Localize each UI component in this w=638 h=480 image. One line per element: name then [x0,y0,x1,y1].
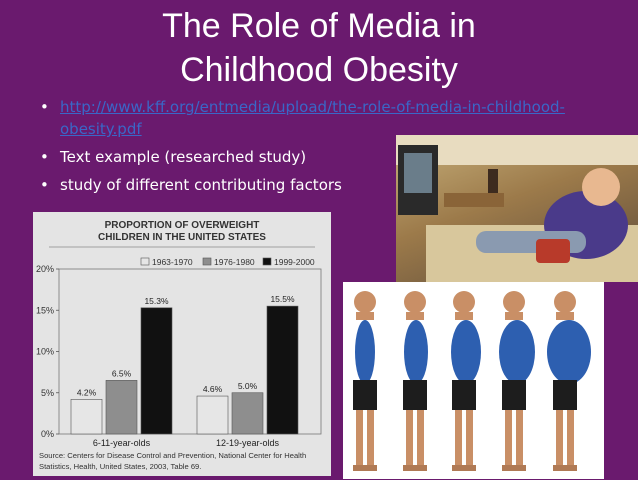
boy-head [503,291,525,313]
tv-photo-illustration [396,135,638,282]
boy-leg-left [406,410,413,465]
boy-shorts [553,380,577,410]
x-category-label: 12-19-year-olds [216,438,280,448]
boy-shorts [502,380,526,410]
boy-feet [353,465,377,471]
slide-title-line-2: Childhood Obesity [180,51,458,89]
boy-leg-left [505,410,512,465]
boy-shorts [452,380,476,410]
bar-value-label: 15.5% [270,294,295,304]
snack-bag [536,239,570,263]
boy-neck [356,312,374,320]
boy-neck [406,312,424,320]
boy-leg-left [356,410,363,465]
report-link[interactable]: http://www.kff.org/entmedia/upload/the-r… [60,98,565,138]
bar-value-label: 15.3% [144,296,169,306]
bullet-item-text-example: Text example (researched study) [38,146,598,168]
legend-entry: 1963-1970 [152,257,193,267]
boys-weight-progression-photo [343,282,604,479]
boy-shorts [353,380,377,410]
y-tick-label: 20% [36,264,54,274]
boy-leg-right [466,410,473,465]
boy-leg-left [556,410,563,465]
overweight-chart: PROPORTION OF OVERWEIGHT CHILDREN IN THE… [33,212,331,476]
boy-shirt [451,320,481,384]
tv-screen [404,153,432,193]
boy-leg-right [516,410,523,465]
overweight-chart-svg: PROPORTION OF OVERWEIGHT CHILDREN IN THE… [36,220,322,471]
bar [105,380,138,435]
boy-leg-right [367,410,374,465]
boy-neck [556,312,574,320]
legend-entry: 1999-2000 [274,257,315,267]
boy-feet [403,465,427,471]
legend-swatch [202,257,212,266]
y-tick-label: 15% [36,305,54,315]
boy-neck [455,312,473,320]
boy-shirt [547,320,591,384]
boy-feet [452,465,476,471]
boy-shirt [499,320,535,384]
slide-title-line-1: The Role of Media in [162,7,476,45]
chart-source-line-1: Source: Centers for Disease Control and … [39,451,306,460]
side-table [444,193,504,207]
boy-neck [505,312,523,320]
y-tick-label: 10% [36,347,54,357]
legend-swatch [140,257,150,266]
boy-head [354,291,376,313]
y-tick-label: 0% [41,429,54,439]
boy-shirt [355,320,375,384]
bar [70,399,103,435]
bar [196,395,229,435]
boy-feet [502,465,526,471]
bullet-item-link: http://www.kff.org/entmedia/upload/the-r… [38,96,598,140]
bar [140,307,173,435]
boy-leg-right [567,410,574,465]
boy-head [582,168,620,206]
boy-shorts [403,380,427,410]
bar-value-label: 4.6% [203,384,223,394]
bar [266,305,299,435]
bullet-list: http://www.kff.org/entmedia/upload/the-r… [38,96,598,202]
bar-value-label: 4.2% [77,387,97,397]
boys-illustration [353,291,591,471]
legend-swatch [262,257,272,266]
chart-title-line-2: CHILDREN IN THE UNITED STATES [98,232,266,243]
y-tick-label: 5% [41,388,54,398]
bullet-item-study: study of different contributing factors [38,174,598,196]
chart-title-line-1: PROPORTION OF OVERWEIGHT [105,220,260,231]
snack-bottle [488,169,498,193]
x-category-label: 6-11-year-olds [93,438,151,448]
boy-head [404,291,426,313]
boy-watching-tv-photo [396,135,638,282]
bar-value-label: 5.0% [238,381,258,391]
boy-leg-left [455,410,462,465]
bar-value-label: 6.5% [112,368,132,378]
chart-source-line-2: Statistics, Health, United States, 2003,… [39,462,201,471]
boy-leg-right [417,410,424,465]
boy-feet [553,465,577,471]
boy-shirt [404,320,428,384]
legend-entry: 1976-1980 [214,257,255,267]
boy-head [453,291,475,313]
boy-head [554,291,576,313]
bar [231,392,264,435]
